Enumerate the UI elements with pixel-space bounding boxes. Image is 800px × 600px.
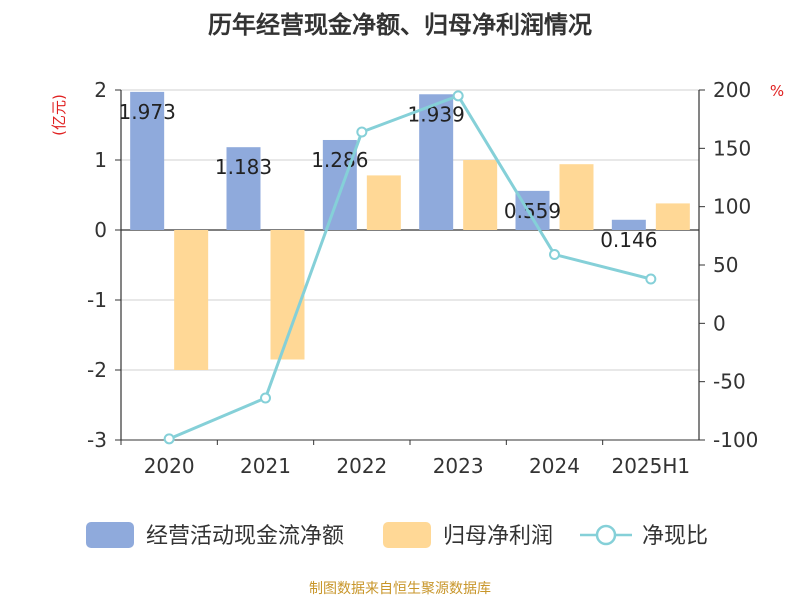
bar-data-label: 1.183 — [215, 155, 272, 179]
left-tick-label: 2 — [94, 78, 107, 102]
left-tick-label: -1 — [87, 288, 107, 312]
bar — [463, 160, 498, 230]
legend-label-ratio: 净现比 — [642, 524, 708, 549]
right-tick-label: 150 — [713, 136, 751, 160]
x-tick-label: 2021 — [240, 454, 291, 478]
bar — [559, 164, 594, 230]
right-tick-label: 0 — [713, 311, 726, 335]
bar — [226, 147, 261, 230]
bar — [419, 94, 454, 231]
y-left-label: (亿元) — [50, 94, 68, 136]
x-tick-label: 2024 — [529, 454, 580, 478]
bar — [611, 219, 646, 230]
legend-swatch-cashflow — [86, 522, 134, 548]
bar — [174, 230, 209, 370]
bar-data-label: 0.146 — [600, 228, 657, 252]
ratio-line — [163, 90, 657, 445]
ratio-series-line — [168, 93, 652, 441]
x-tick-label: 2025H1 — [611, 454, 690, 478]
ratio-point — [163, 433, 175, 445]
ratio-point — [645, 273, 657, 285]
bar — [366, 175, 401, 230]
x-tick-label: 2023 — [433, 454, 484, 478]
right-tick-label: 100 — [713, 195, 751, 219]
left-tick-label: -2 — [87, 358, 107, 382]
left-tick-label: -3 — [87, 428, 107, 452]
legend: 经营活动现金流净额 归母净利润 净现比 — [86, 522, 708, 549]
x-tick-label: 2022 — [336, 454, 387, 478]
right-tick-label: -50 — [713, 370, 746, 394]
bar-data-label: 1.973 — [119, 100, 176, 124]
legend-swatch-profit — [383, 522, 431, 548]
chart-title: 历年经营现金净额、归母净利润情况 — [208, 11, 592, 39]
ratio-point — [452, 90, 464, 102]
bar — [130, 91, 165, 230]
legend-label-cashflow: 经营活动现金流净额 — [146, 524, 344, 549]
bar-data-label: 1.939 — [408, 102, 465, 126]
right-tick-label: 50 — [713, 253, 738, 277]
legend-label-profit: 归母净利润 — [443, 524, 553, 549]
bars — [130, 91, 690, 370]
ratio-point — [356, 126, 368, 138]
left-tick-label: 1 — [94, 148, 107, 172]
left-tick-label: 0 — [94, 218, 107, 242]
bar-data-label: 1.286 — [311, 148, 368, 172]
y-right-label: % — [770, 82, 784, 100]
legend-swatch-ratio-marker — [595, 524, 617, 546]
bar — [655, 203, 690, 230]
source-note: 制图数据来自恒生聚源数据库 — [309, 581, 491, 597]
right-tick-label: 200 — [713, 78, 751, 102]
axes: 2 1 0 -1 -2 -3 200 150 100 50 0 -50 -100 2020 2021 2022… — [87, 78, 758, 478]
ratio-point — [549, 249, 560, 260]
ratio-point — [260, 392, 271, 404]
x-tick-label: 2020 — [144, 454, 195, 478]
right-tick-label: -100 — [713, 428, 758, 452]
bar — [322, 139, 357, 230]
